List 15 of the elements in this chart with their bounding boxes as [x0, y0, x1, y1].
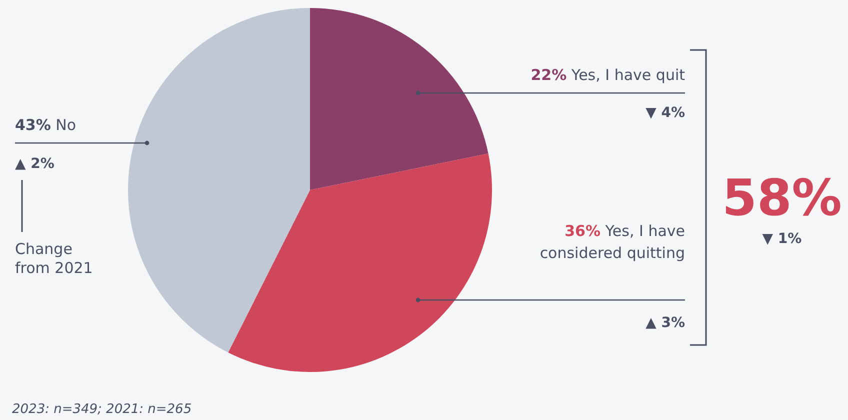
pie-slice [128, 8, 310, 353]
pie-slice [228, 153, 492, 372]
slice-label: No [56, 116, 76, 134]
text: 2023: n=349; 2021: n=265 [12, 402, 192, 417]
slice-label: Yes, I have quit [571, 66, 685, 84]
text: ▼ 4% [646, 105, 685, 121]
pie-slice [310, 8, 488, 190]
data-label: 43% [15, 116, 51, 134]
text: ▲ 2% [15, 156, 54, 172]
text: ▲ 3% [646, 315, 685, 331]
data-label: 36% [564, 222, 600, 240]
text: ▼ 1% [762, 231, 802, 247]
text: 58% [722, 169, 842, 227]
data-label: 22% [530, 66, 567, 84]
text: Change from 2021 [15, 240, 93, 277]
